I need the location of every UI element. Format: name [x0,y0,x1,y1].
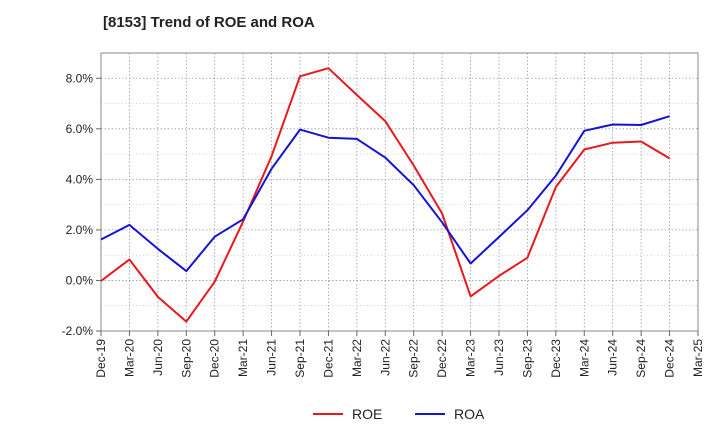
x-tick-label: Sep-24 [634,339,648,378]
y-tick-label: 8.0% [66,71,94,85]
x-tick-label: Mar-21 [236,339,250,377]
x-tick-label: Jun-22 [378,339,392,376]
x-tick-label: Mar-24 [577,339,591,377]
x-tick-label: Dec-23 [549,339,563,378]
y-tick-label: 2.0% [66,223,94,237]
x-tick-label: Jun-24 [606,339,620,376]
x-tick-label: Dec-19 [94,339,108,378]
x-tick-label: Sep-21 [293,339,307,378]
y-axis: -2.0% 0.0% 2.0% 4.0% 6.0% 8.0% [62,71,101,338]
x-tick-label: Mar-23 [464,339,478,377]
chart-title: [8153] Trend of ROE and ROA [103,14,315,31]
x-tick-label: Sep-20 [179,339,193,378]
x-tick-label: Mar-20 [122,339,136,377]
x-tick-label: Dec-22 [435,339,449,378]
x-tick-label: Sep-22 [407,339,421,378]
y-tick-label: 6.0% [66,122,94,136]
series-line-roa [100,115,670,273]
legend-label-roa: ROA [454,406,485,422]
x-tick-label: Dec-20 [208,339,222,378]
y-tick-label: 0.0% [66,273,94,287]
series-line-roe [100,67,671,323]
y-tick-label: 4.0% [66,172,94,186]
x-tick-label: Dec-21 [321,339,335,378]
x-axis: Dec-19 Mar-20 Jun-20 Sep-20 Dec-20 Mar-21 Jun-… [94,331,705,378]
x-tick-label: Mar-22 [350,339,364,377]
x-tick-label: Dec-24 [663,339,677,378]
x-tick-label: Sep-23 [520,339,534,378]
plot-area [100,52,699,332]
x-tick-label: Jun-23 [492,339,506,376]
y-tick-label: -2.0% [62,324,94,338]
grid-lines [101,53,698,332]
series-lines [100,67,671,323]
x-tick-label: Jun-21 [265,339,279,376]
legend: ROE ROA [313,406,485,422]
x-tick-label: Mar-25 [691,339,705,377]
legend-label-roe: ROE [352,406,382,422]
x-tick-label: Jun-20 [151,339,165,376]
